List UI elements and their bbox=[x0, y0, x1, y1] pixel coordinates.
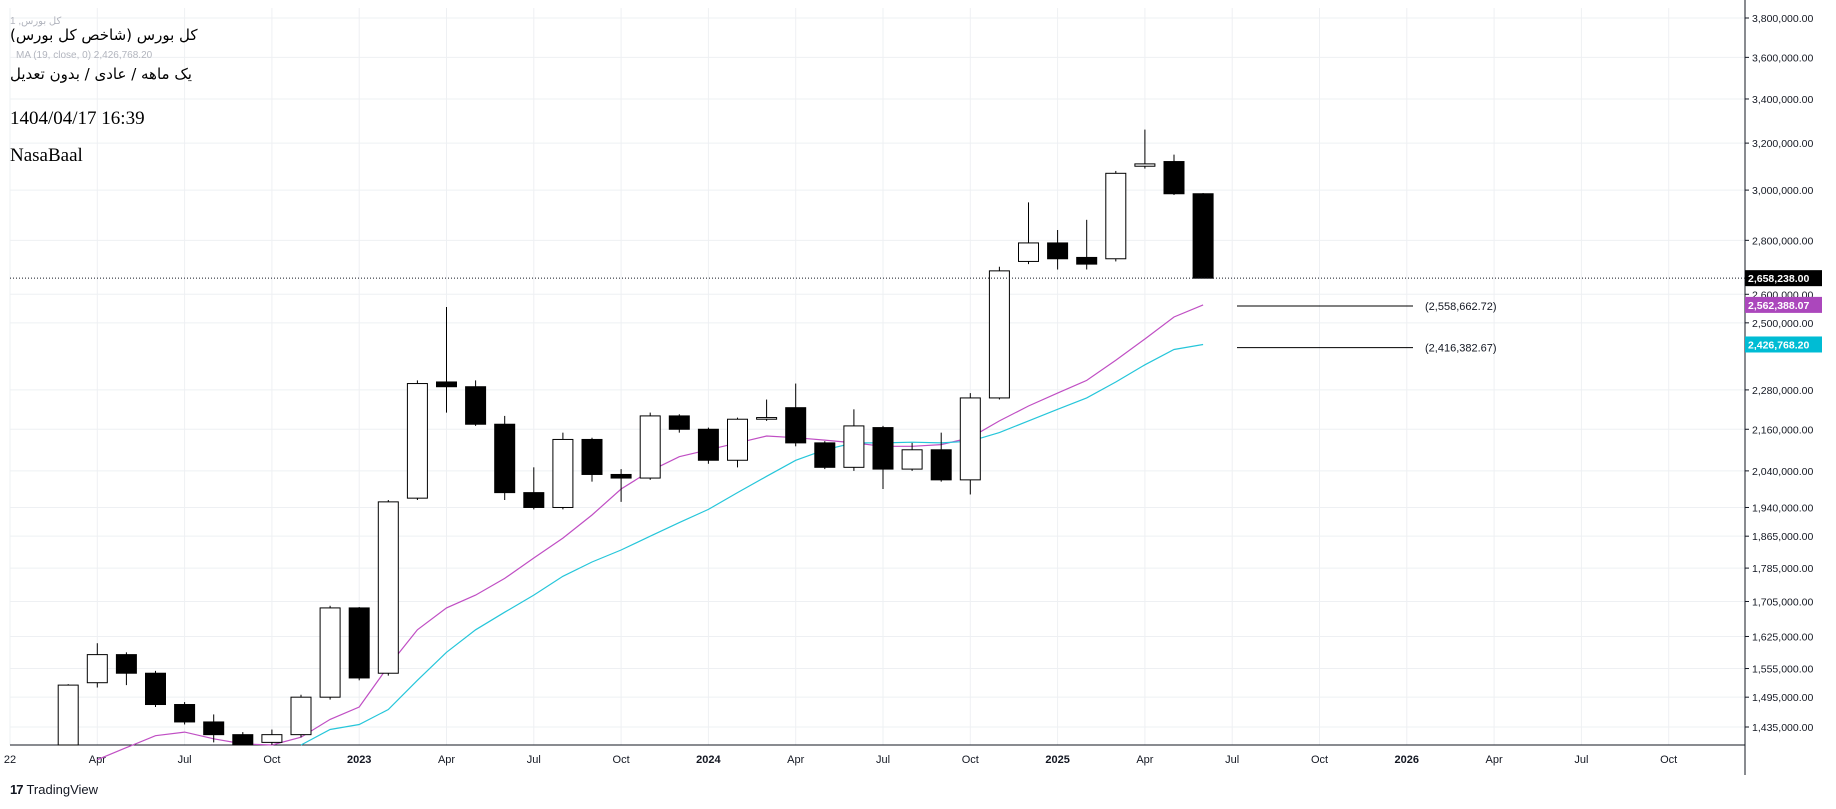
candle-body bbox=[319, 607, 341, 698]
time-axis-label: Jul bbox=[178, 754, 192, 766]
price-label-badge bbox=[1745, 296, 1822, 313]
candle-body bbox=[115, 654, 137, 674]
candle-body bbox=[1018, 242, 1039, 262]
price-label-text: 2,658,238.00 bbox=[1748, 273, 1809, 285]
price-axis-label: 1,865,000.00 bbox=[1752, 531, 1813, 543]
time-axis-label: 2026 bbox=[1395, 754, 1419, 766]
time-axis-label: Jul bbox=[876, 754, 890, 766]
price-axis-label: 2,500,000.00 bbox=[1752, 318, 1813, 330]
candle-body bbox=[1163, 161, 1185, 195]
time-axis-label: Oct bbox=[1311, 754, 1328, 766]
candle-body bbox=[494, 423, 516, 494]
candle-body bbox=[668, 415, 690, 430]
candle-body bbox=[639, 415, 661, 479]
candle-body bbox=[697, 428, 719, 461]
time-axis-label: Jul bbox=[527, 754, 541, 766]
tradingview-logo-text: TradingView bbox=[26, 782, 99, 797]
candle-body bbox=[581, 438, 603, 475]
candle-body bbox=[436, 381, 457, 388]
candle-body bbox=[261, 734, 283, 743]
time-axis-label: 2025 bbox=[1045, 754, 1069, 766]
candle-body bbox=[552, 438, 574, 508]
time-axis-label: 2024 bbox=[696, 754, 721, 766]
price-axis-label: 1,785,000.00 bbox=[1752, 563, 1813, 575]
projection-label: (2,416,382.67) bbox=[1425, 343, 1497, 355]
time-axis-label: Apr bbox=[1136, 754, 1153, 766]
price-axis-label: 2,040,000.00 bbox=[1752, 466, 1813, 478]
candle-body bbox=[872, 427, 894, 470]
candle-body bbox=[203, 721, 225, 736]
author-name: NasaBaal bbox=[10, 145, 83, 166]
price-axis-label: 3,000,000.00 bbox=[1752, 185, 1813, 197]
price-label-text: 2,426,768.20 bbox=[1748, 339, 1809, 351]
candle-body bbox=[232, 734, 254, 746]
candle-body bbox=[1047, 242, 1069, 260]
candle-body bbox=[377, 501, 399, 674]
candle-body bbox=[465, 386, 487, 425]
candle-body bbox=[1105, 172, 1127, 260]
price-axis-label: 2,160,000.00 bbox=[1752, 424, 1813, 436]
candle-body bbox=[86, 654, 108, 684]
candle-body bbox=[290, 696, 312, 736]
price-axis-label: 1,435,000.00 bbox=[1752, 722, 1813, 734]
time-axis-label: Oct bbox=[1660, 754, 1677, 766]
candle-body bbox=[814, 442, 836, 468]
candle-body bbox=[610, 473, 632, 479]
chart-title: کل بورس (شاخص کل بورس) bbox=[10, 26, 198, 44]
price-axis-label: 2,280,000.00 bbox=[1752, 385, 1813, 397]
time-axis-label: Oct bbox=[962, 754, 979, 766]
tradingview-logo-icon: 17 bbox=[10, 782, 24, 797]
candle-body bbox=[1134, 163, 1156, 167]
time-axis-label: Apr bbox=[438, 754, 455, 766]
price-axis-label: 1,555,000.00 bbox=[1752, 664, 1813, 676]
price-label-badge bbox=[1745, 270, 1822, 287]
price-label-badge bbox=[1745, 336, 1822, 353]
candle-body bbox=[930, 449, 952, 481]
time-axis-label: Apr bbox=[787, 754, 804, 766]
price-axis-label: 1,705,000.00 bbox=[1752, 596, 1813, 608]
price-axis-label: 3,600,000.00 bbox=[1752, 52, 1813, 64]
price-axis-label: 1,625,000.00 bbox=[1752, 631, 1813, 643]
watermark-symbol: کل بورس, 1 bbox=[10, 16, 62, 27]
price-axis-label: 2,800,000.00 bbox=[1752, 235, 1813, 247]
candle-body bbox=[727, 418, 748, 461]
candle-body bbox=[901, 449, 923, 470]
candle-body bbox=[523, 492, 545, 508]
watermark-ma-legend: MA (19, close, 0) 2,426,768.20 bbox=[16, 50, 153, 61]
candle-body bbox=[57, 684, 79, 746]
price-axis-label: 3,200,000.00 bbox=[1752, 138, 1813, 150]
price-axis-label: 3,400,000.00 bbox=[1752, 94, 1813, 106]
price-axis-label: 3,800,000.00 bbox=[1752, 13, 1813, 25]
time-axis-label: 22 bbox=[4, 754, 16, 766]
time-axis-label: Oct bbox=[613, 754, 630, 766]
chart-subtitle: یک ماهه / عادی / بدون تعدیل bbox=[10, 65, 192, 83]
time-axis-label: Apr bbox=[1486, 754, 1503, 766]
moving-average-line bbox=[300, 343, 1204, 746]
moving-average-line bbox=[97, 304, 1204, 761]
projection-label: (2,558,662.72) bbox=[1425, 301, 1497, 313]
candle-body bbox=[756, 417, 778, 420]
time-axis-label: Oct bbox=[263, 754, 280, 766]
candle-body bbox=[145, 672, 166, 706]
time-axis-label: Jul bbox=[1574, 754, 1588, 766]
price-axis-label: 1,495,000.00 bbox=[1752, 692, 1813, 704]
candle-body bbox=[406, 383, 428, 499]
candle-body bbox=[959, 397, 981, 481]
candle-body bbox=[988, 270, 1010, 399]
candle-body bbox=[174, 704, 196, 723]
tradingview-logo[interactable]: 17 TradingView bbox=[10, 782, 98, 797]
candle-body bbox=[785, 407, 807, 444]
price-label-text: 2,562,388.07 bbox=[1748, 300, 1809, 312]
timestamp: 1404/04/17 16:39 bbox=[10, 108, 145, 129]
candle-body bbox=[348, 607, 370, 679]
candle-body bbox=[1192, 193, 1214, 279]
candle-body bbox=[843, 425, 865, 468]
price-axis-label: 1,940,000.00 bbox=[1752, 502, 1813, 514]
time-axis-label: Jul bbox=[1225, 754, 1239, 766]
candle-body bbox=[1076, 256, 1098, 265]
time-axis-label: 2023 bbox=[347, 754, 371, 766]
